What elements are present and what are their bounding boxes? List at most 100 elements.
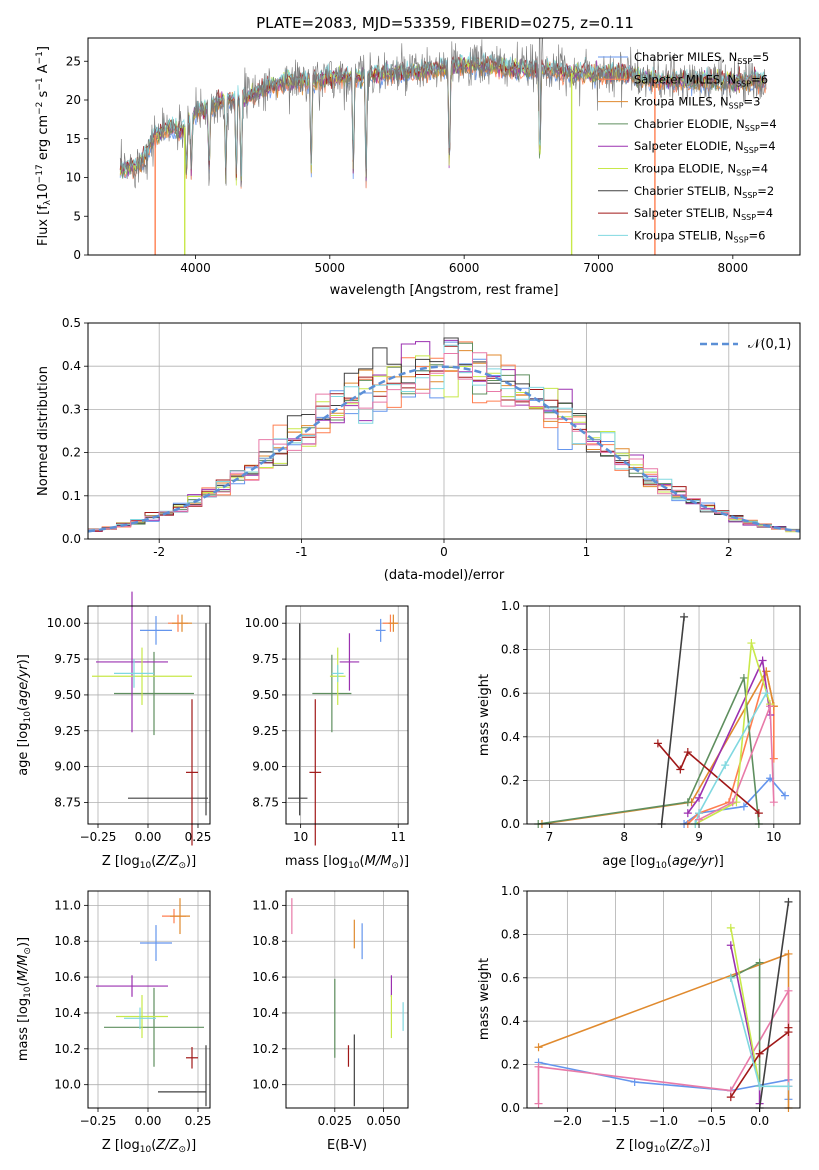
series-line — [541, 669, 775, 825]
x-tick-label: 0.25 — [185, 830, 212, 844]
age-vs-Z-xlabel: Z [log10(Z/Z⊙)] — [102, 854, 196, 871]
massweight-vs-Z-panel: −2.0 −1.5 −1.0 −0.5 0.0 0.0 0.2 0.4 0.6 0.8 1.0 Z … — [477, 884, 801, 1155]
massweight-vs-age-xlabel: age [log10(age/yr)] — [602, 854, 724, 871]
spectrum-panel: 4000 5000 6000 7000 8000 0 5 10 15 20 25 wavelengt… — [35, 37, 801, 298]
series-line — [694, 692, 767, 825]
x-tick-label: 4000 — [180, 261, 211, 275]
residuals-panel: -2 -1 0 1 2 0.0 0.1 0.2 0.3 0.4 0.5 (data-model)/e… — [36, 316, 801, 583]
y-tick-label: 10.2 — [54, 1042, 81, 1056]
mass-vs-ebv-panel: 0.025 0.050 10.0 10.2 10.4 10.6 10.8 11.0 E(B-V… — [252, 890, 409, 1153]
mass-vs-Z-panel: −0.25 0.00 0.25 10.0 10.2 10.4 10.6 10.8 11.0 Z … — [16, 890, 212, 1155]
x-tick-label: 10 — [293, 830, 308, 844]
y-tick-label: 1.0 — [501, 599, 520, 613]
x-tick-label: 0.00 — [135, 830, 162, 844]
y-tick-label: 0.0 — [62, 532, 81, 546]
x-tick-label: 0.25 — [185, 1114, 212, 1128]
series-marker — [728, 798, 737, 807]
y-tick-label: 20 — [66, 93, 81, 107]
y-tick-label: 10.8 — [54, 934, 81, 948]
y-tick-label: 0.6 — [501, 971, 520, 985]
y-tick-label: 9.75 — [252, 652, 279, 666]
series-marker — [754, 809, 763, 818]
y-tick-label: 15 — [66, 132, 81, 146]
legend-label: Chabrier ELODIE, NSSP=4 — [634, 117, 777, 133]
age-vs-Z-panel: −0.25 0.00 0.25 8.75 9.00 9.25 9.50 9.75 10.00 Z… — [16, 591, 212, 871]
series-marker — [784, 949, 793, 958]
series-marker — [769, 754, 778, 763]
y-tick-label: 0.8 — [501, 927, 520, 941]
series-marker — [726, 923, 735, 932]
y-tick-label: 9.75 — [54, 652, 81, 666]
series-line — [660, 616, 685, 825]
series-marker — [534, 1099, 543, 1108]
series-marker — [747, 639, 756, 648]
x-tick-label: −2.0 — [553, 1114, 582, 1128]
series-marker — [784, 1082, 793, 1091]
y-tick-label: 0.6 — [501, 686, 520, 700]
series-line — [694, 642, 771, 825]
series-marker — [683, 798, 692, 807]
x-tick-label: 7 — [546, 830, 554, 844]
legend-label: Chabrier STELIB, NSSP=2 — [634, 184, 774, 200]
y-tick-label: 0.4 — [62, 359, 81, 373]
legend-label: Kroupa STELIB, NSSP=6 — [634, 228, 765, 244]
series-marker — [755, 1049, 764, 1058]
y-tick-label: 0.0 — [501, 817, 520, 831]
x-tick-label: 9 — [695, 830, 703, 844]
legend-label: Salpeter STELIB, NSSP=4 — [634, 206, 773, 222]
y-tick-label: 10.2 — [252, 1042, 279, 1056]
series-line — [687, 671, 775, 825]
x-tick-label: 8 — [620, 830, 628, 844]
series-marker — [683, 809, 692, 818]
x-tick-label: 0.0 — [750, 1114, 769, 1128]
spectrum-ylabel: Flux [fλ10−17 erg cm−2 s−1 A−1] — [35, 46, 53, 246]
x-tick-label: −1.0 — [649, 1114, 678, 1128]
x-tick-label: 10 — [766, 830, 781, 844]
series-marker — [784, 986, 793, 995]
massweight-vs-age-panel: 7 8 9 10 0.0 0.2 0.4 0.6 0.8 1.0 age [log10(age/y… — [477, 599, 801, 871]
y-tick-label: 9.00 — [252, 760, 279, 774]
series-marker — [755, 1082, 764, 1091]
x-tick-label: 1 — [583, 545, 591, 559]
age-vs-mass-xlabel: mass [log10(M/M⊙)] — [285, 854, 409, 871]
x-tick-label: −1.5 — [601, 1114, 630, 1128]
y-tick-label: 9.25 — [54, 724, 81, 738]
series-marker — [758, 656, 767, 665]
series-marker — [726, 1093, 735, 1102]
series-marker — [784, 897, 793, 906]
series-marker — [676, 765, 685, 774]
mass-vs-Z-ylabel: mass [log10(M/M⊙)] — [16, 937, 33, 1061]
massweight-vs-Z-xlabel: Z [log10(Z/Z⊙)] — [616, 1138, 710, 1155]
series-marker — [766, 702, 775, 711]
y-tick-label: 10.4 — [252, 1006, 279, 1020]
y-tick-label: 11.0 — [54, 898, 81, 912]
y-tick-label: 8.75 — [54, 795, 81, 809]
series-marker — [784, 1023, 793, 1032]
age-vs-mass-panel: 10 11 8.75 9.00 9.25 9.50 9.75 10.00 mass [log1… — [245, 605, 409, 871]
y-tick-label: 0.2 — [501, 1058, 520, 1072]
series-line — [538, 674, 760, 825]
y-tick-label: 10 — [66, 171, 81, 185]
series-marker — [683, 748, 692, 757]
model-spectrum-line — [119, 52, 767, 177]
x-tick-label: −0.25 — [80, 830, 117, 844]
x-tick-label: 2 — [725, 545, 733, 559]
x-tick-label: 11 — [391, 830, 406, 844]
y-tick-label: 0.2 — [62, 446, 81, 460]
x-tick-label: 8000 — [718, 261, 749, 275]
series-marker — [739, 673, 748, 682]
legend-label: Kroupa MILES, NSSP=3 — [634, 95, 760, 111]
series-marker — [769, 798, 778, 807]
y-tick-label: 10.4 — [54, 1006, 81, 1020]
series-marker — [739, 802, 748, 811]
series-marker — [726, 973, 735, 982]
x-tick-label: -2 — [153, 545, 165, 559]
spectrum-lines — [119, 38, 767, 255]
y-tick-label: 9.00 — [54, 760, 81, 774]
spectrum-xlabel: wavelength [Angstrom, rest frame] — [330, 283, 559, 298]
legend-label: Salpeter ELODIE, NSSP=4 — [634, 139, 776, 155]
y-tick-label: 0 — [73, 248, 81, 262]
residual-histogram — [88, 352, 800, 532]
y-tick-label: 10.6 — [54, 970, 81, 984]
